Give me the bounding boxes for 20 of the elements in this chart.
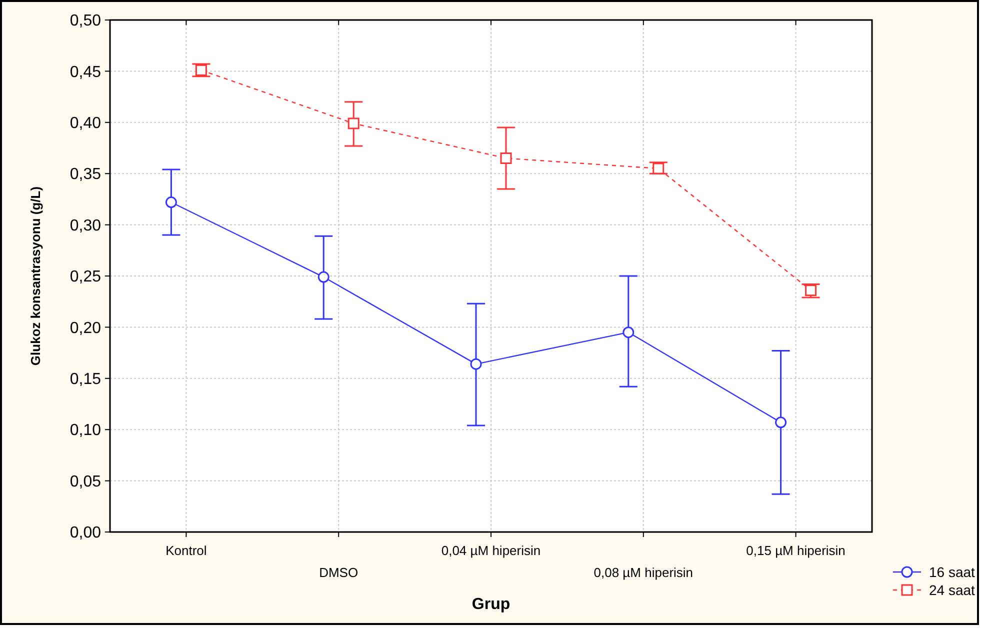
y-tick-label: 0,45 [70,64,102,81]
y-axis-title: Glukoz konsantrasyonu (g/L) [28,186,43,366]
x-tick-label: 0,08 µM hiperisin [594,565,694,580]
y-tick-label: 0,30 [70,217,102,234]
y-tick-label: 0,35 [70,166,102,184]
y-tick-label: 0,00 [70,524,102,542]
x-tick-label: 0,04 µM hiperisin [441,543,541,558]
x-tick-label: 0,15 µM hiperisin [746,543,846,558]
x-tick-label: DMSO [319,565,358,580]
y-tick-label: 0,05 [70,473,102,490]
legend-label: 24 saat [929,582,976,598]
y-tick-label: 0,20 [70,320,102,337]
legend-label: 16 saat [929,564,976,580]
y-tick-label: 0,40 [70,115,102,132]
x-tick-label: Kontrol [166,543,207,558]
y-tick-label: 0,15 [70,371,102,388]
y-tick-label: 0,10 [70,422,102,440]
y-tick-label: 0,50 [70,12,102,30]
y-tick-label: 0,25 [70,268,102,286]
x-axis-title: Grup [472,596,510,613]
